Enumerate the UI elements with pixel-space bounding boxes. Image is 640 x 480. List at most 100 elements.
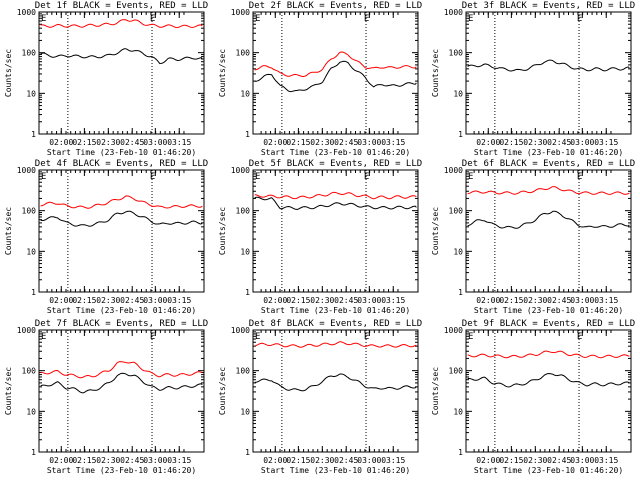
- y-tick-label: 10: [26, 407, 36, 416]
- x-tick-label: 03:15: [167, 456, 191, 465]
- x-tick-label: 02:15: [286, 296, 310, 305]
- y-tick-label: 10: [26, 89, 36, 98]
- x-axis-label: Start Time (23-Feb-10 01:46:20): [261, 148, 410, 157]
- y-tick-label: 10: [453, 407, 463, 416]
- x-tick-label: 02:15: [72, 456, 96, 465]
- event-marker-label: E: [255, 172, 260, 182]
- event-marker-label: E: [364, 172, 369, 182]
- x-tick-label: 02:00: [49, 138, 73, 147]
- x-tick-label: 02:15: [286, 138, 310, 147]
- x-axis-label: Start Time (23-Feb-10 01:46:20): [47, 306, 196, 315]
- series-line-lld: [254, 341, 417, 348]
- x-axis-label: Start Time (23-Feb-10 01:46:20): [474, 306, 623, 315]
- event-marker-label: E: [150, 14, 155, 24]
- x-tick-label: 03:00: [570, 456, 594, 465]
- series-line-events: [40, 372, 203, 394]
- x-tick-label: 02:15: [499, 296, 523, 305]
- y-axis-label: Counts/sec: [431, 49, 440, 97]
- plot-frame: [38, 169, 205, 293]
- chart-title: Det 7f BLACK = Events, RED = LLD: [35, 319, 208, 329]
- x-tick-label: 02:30: [523, 138, 547, 147]
- x-tick-label: 02:00: [476, 138, 500, 147]
- y-tick-label: 1000: [444, 326, 463, 335]
- event-marker-label: E: [150, 172, 155, 182]
- x-tick-label: 02:30: [310, 456, 334, 465]
- x-tick-label: 02:00: [476, 456, 500, 465]
- x-tick-label: 03:15: [594, 456, 618, 465]
- y-tick-label: 1: [31, 288, 36, 297]
- event-marker-label: E: [150, 332, 155, 342]
- x-tick-label: 02:45: [120, 456, 144, 465]
- x-tick-label: 02:45: [120, 138, 144, 147]
- chart-title: Det 9f BLACK = Events, RED = LLD: [462, 319, 635, 329]
- series-line-events: [467, 210, 630, 229]
- x-tick-label: 02:45: [547, 138, 571, 147]
- series-line-lld: [254, 191, 417, 200]
- x-tick-label: 03:15: [594, 296, 618, 305]
- x-tick-label: 03:15: [167, 138, 191, 147]
- x-tick-label: 03:15: [381, 456, 405, 465]
- x-tick-label: 02:00: [263, 456, 287, 465]
- series-line-lld: [40, 195, 203, 209]
- x-tick-label: 02:15: [72, 138, 96, 147]
- event-marker-label: E: [41, 332, 46, 342]
- plot-frame: [38, 11, 205, 135]
- y-tick-label: 1: [245, 288, 250, 297]
- chart-panel-3: Det 3f BLACK = Events, RED = LLD 1 10 100 10…: [431, 1, 635, 157]
- y-axis-label: Counts/sec: [4, 207, 13, 255]
- y-tick-label: 100: [236, 367, 251, 376]
- y-axis-label: Counts/sec: [218, 367, 227, 415]
- series-line-events: [467, 59, 630, 72]
- plot-frame: [252, 169, 419, 293]
- x-axis-label: Start Time (23-Feb-10 01:46:20): [474, 466, 623, 475]
- y-tick-label: 1000: [231, 166, 250, 175]
- event-marker-label: E: [364, 14, 369, 24]
- chart-panel-5: Det 5f BLACK = Events, RED = LLD 1 10 100 10…: [218, 159, 422, 315]
- y-tick-label: 1: [458, 448, 463, 457]
- y-tick-label: 10: [240, 407, 250, 416]
- x-tick-label: 02:45: [334, 296, 358, 305]
- series-line-lld: [467, 186, 630, 195]
- y-axis-label: Counts/sec: [218, 49, 227, 97]
- y-tick-label: 100: [449, 367, 464, 376]
- x-tick-label: 02:45: [547, 296, 571, 305]
- y-tick-label: 100: [22, 207, 37, 216]
- x-tick-label: 02:00: [263, 296, 287, 305]
- chart-panel-4: Det 4f BLACK = Events, RED = LLD 1 10 100 10…: [4, 159, 208, 315]
- chart-panel-2: Det 2f BLACK = Events, RED = LLD 1 10 100 10…: [218, 1, 422, 157]
- chart-title: Det 4f BLACK = Events, RED = LLD: [35, 159, 208, 169]
- x-tick-label: 03:00: [143, 296, 167, 305]
- series-line-events: [254, 373, 417, 392]
- y-tick-label: 1000: [231, 8, 250, 17]
- x-tick-label: 02:00: [263, 138, 287, 147]
- plot-frame: [465, 169, 632, 293]
- y-tick-label: 1: [245, 130, 250, 139]
- x-tick-label: 02:45: [334, 456, 358, 465]
- x-tick-label: 02:30: [310, 138, 334, 147]
- chart-title: Det 8f BLACK = Events, RED = LLD: [249, 319, 422, 329]
- y-tick-label: 1: [458, 288, 463, 297]
- plot-frame: [465, 329, 632, 453]
- y-tick-label: 1000: [231, 326, 250, 335]
- x-tick-label: 03:00: [357, 296, 381, 305]
- series-line-lld: [467, 350, 630, 359]
- x-tick-label: 02:30: [96, 138, 120, 147]
- x-tick-label: 02:45: [120, 296, 144, 305]
- x-tick-label: 02:30: [310, 296, 334, 305]
- series-line-lld: [254, 51, 417, 77]
- y-tick-label: 1: [31, 130, 36, 139]
- event-marker-label: E: [41, 14, 46, 24]
- series-line-events: [254, 60, 417, 93]
- x-tick-label: 03:00: [357, 138, 381, 147]
- y-tick-label: 1000: [17, 166, 36, 175]
- y-axis-label: Counts/sec: [4, 49, 13, 97]
- y-tick-label: 1: [458, 130, 463, 139]
- x-tick-label: 02:00: [476, 296, 500, 305]
- plot-frame: [252, 329, 419, 453]
- series-line-lld: [40, 19, 203, 29]
- chart-title: Det 3f BLACK = Events, RED = LLD: [462, 1, 635, 11]
- series-line-events: [467, 372, 630, 388]
- series-line-events: [40, 48, 203, 65]
- y-tick-label: 100: [236, 49, 251, 58]
